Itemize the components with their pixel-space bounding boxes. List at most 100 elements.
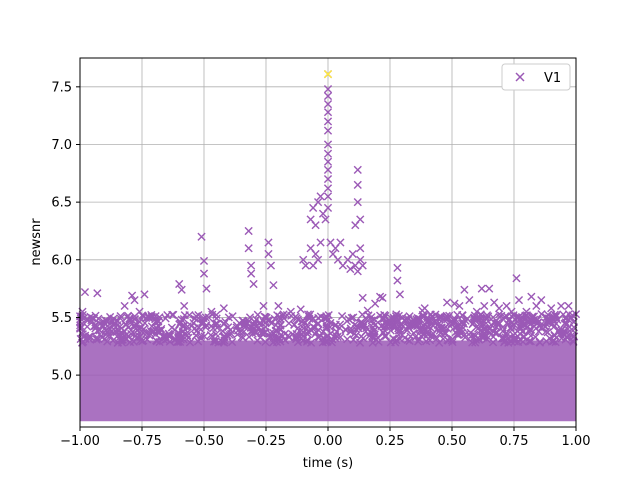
data-point [564,301,573,311]
data-point [113,316,122,326]
data-point [323,100,333,109]
data-point [175,279,184,289]
band-point [337,311,347,321]
band-point [501,329,510,339]
band-point [507,325,516,335]
band-point [476,315,486,324]
band-point [276,325,286,334]
data-point [286,307,295,316]
band-point [253,310,262,319]
band-point [468,338,477,347]
data-point [323,149,333,158]
band-point [370,333,379,342]
band-point [211,337,220,346]
band-point [322,323,331,332]
band-point [183,331,192,340]
band-point [80,313,89,322]
band-point [298,336,308,345]
data-point [375,292,385,301]
band-point [336,320,345,329]
band-point [103,327,112,336]
band-point [171,335,180,344]
data-point [197,232,206,241]
band-point [358,310,367,319]
data-point [542,313,551,322]
band-point [108,336,118,345]
band-point [482,319,491,328]
band-point [135,317,144,326]
x-tick-label: −0.75 [122,434,162,449]
y-axis-label: newsnr [29,218,44,266]
band-point [319,327,328,336]
band-point [349,313,358,322]
data-point [393,263,402,272]
band-point [217,337,227,346]
data-point [207,307,216,316]
data-point [537,296,546,305]
band-point [545,334,554,343]
band-point [184,333,193,342]
band-point [367,312,376,322]
data-point [199,256,209,266]
band-point [370,326,379,335]
band-point [490,318,499,327]
band-point [352,321,361,330]
data-point [356,215,365,224]
x-tick-label: 0.75 [500,434,529,449]
band-point [189,318,198,328]
data-point [323,192,333,201]
x-axis-ticks: −1.00 −0.75 −0.50 −0.25 0.00 0.25 0.50 0.75 1.00 [60,427,590,449]
data-point [244,244,253,253]
x-tick-label: 0.50 [438,434,467,449]
data-point [428,313,437,322]
x-tick-label: −0.50 [184,434,224,449]
data-point [557,301,566,311]
data-point [311,221,320,230]
band-point [101,316,110,325]
data-point [269,281,278,290]
x-tick-label: 0.25 [376,434,405,449]
data-point [100,319,109,328]
data-point [442,298,452,307]
band-point [100,334,109,343]
data-point [480,301,489,311]
band-point [161,314,170,323]
y-axis-ticks: 5.0 5.5 6.0 6.5 7.0 7.5 [51,80,80,384]
band-point [291,332,300,341]
data-point [514,296,524,305]
data-point [247,269,256,278]
band-point [379,313,388,322]
band-point [537,309,546,319]
band-point [129,337,138,346]
band-point [526,325,536,334]
data-point [313,198,323,207]
data-point [177,285,186,294]
data-point [323,108,333,117]
band-point [481,312,490,321]
data-point [363,306,372,315]
band-point [179,314,188,324]
data-point [495,304,504,313]
band-point [177,315,186,324]
band-point [552,319,561,328]
data-point [244,226,253,236]
data-point [353,198,362,207]
band-point [506,323,515,332]
band-point [439,334,448,343]
band-point [478,333,487,342]
data-point [316,192,325,201]
band-point [514,337,523,347]
data-point [296,305,305,314]
band-point [323,337,332,346]
band-point [293,315,302,324]
data-point [408,321,417,330]
band-point [457,325,466,334]
data-point [336,332,345,342]
y-tick-label: 7.0 [51,138,72,153]
band-point [109,325,118,334]
data-point [311,249,320,259]
y-tick-label: 7.5 [51,80,72,95]
data-point [259,301,268,311]
band-point [394,330,403,339]
band-point [92,335,101,344]
